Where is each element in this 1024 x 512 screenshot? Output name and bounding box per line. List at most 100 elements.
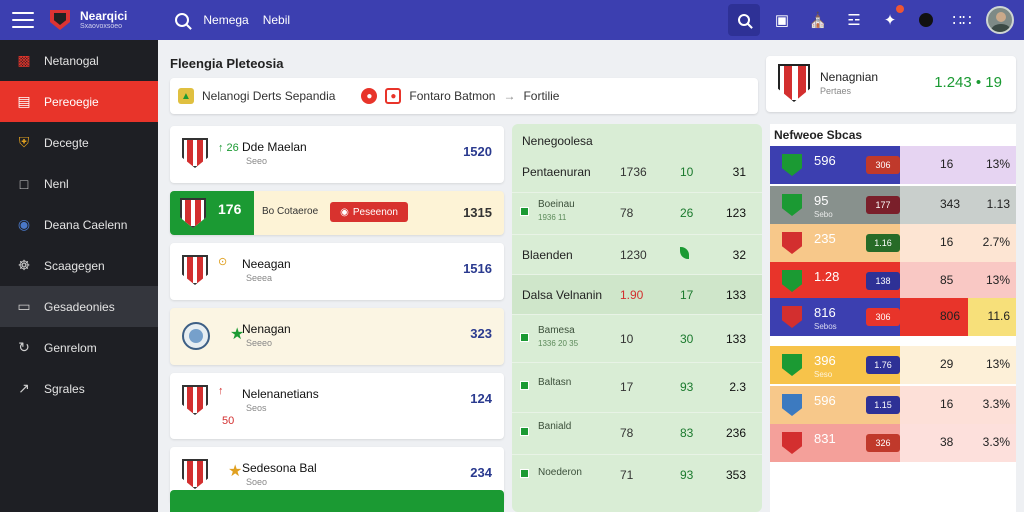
featured-team-sub: Pertaes [820, 86, 852, 96]
match-row-3[interactable]: ⊙ Neeagan Seeea 1516 [170, 243, 504, 300]
shield-icon: ● [385, 88, 402, 104]
stats-row-8[interactable]: Noederon 71 93 353 [512, 454, 762, 494]
profile-circle-button[interactable] [908, 0, 944, 40]
stats-c2: 93 [680, 468, 694, 482]
match-row-5[interactable]: ↑ 50 Nelenanetians Seos 124 [170, 373, 504, 439]
match-row-live[interactable]: 176 Bo Cotaeroe ◉ Peseenon 1315 [170, 191, 504, 235]
sidebar: ▩ Netanogal ▤ Pereoegie ⛨ Decegte □ Nenl ◉ De… [0, 40, 158, 512]
main-content: Fleengia Pleteosia ▲ Nelanogi Derts Sepa… [158, 40, 1024, 512]
sidebar-item-label: Netanogal [44, 53, 99, 68]
sidebar-item-7[interactable]: ▭ Gesadeonies [0, 286, 158, 327]
standings-n2: 11.6 [987, 309, 1010, 323]
filter-item-2[interactable]: Fontaro Batmon [409, 89, 496, 103]
standings-n2: 2.7% [982, 235, 1010, 249]
arrow-icon: → [503, 89, 516, 103]
sidebar-item-5[interactable]: ◉ Deana Caelenn [0, 204, 158, 245]
bar-chart-icon: ▤ [17, 93, 31, 109]
standings-n1: 16 [940, 397, 954, 411]
bell-icon: ✦ [884, 5, 905, 29]
team-sub: Seeea [246, 273, 273, 283]
team-name: Nenagan [242, 322, 291, 336]
standings-row[interactable]: 1.28 138 85 13% [770, 262, 1016, 300]
stats-row-6[interactable]: Baltasn 17 93 2.3 [512, 362, 762, 412]
filter-item-1[interactable]: Nelanogi Derts Sepandia [202, 89, 336, 103]
stats-row-7[interactable]: Baniald 78 83 236 [512, 412, 762, 454]
check-icon [520, 381, 529, 390]
gift-button[interactable]: ☲ [836, 0, 872, 40]
standings-n1: 38 [940, 435, 954, 449]
match-mini: ↑ 26 [218, 142, 239, 154]
sidebar-item-label: Sgrales [44, 381, 85, 396]
team-sub: Seeeo [246, 338, 273, 348]
featured-team-card[interactable]: Nenagnian Pertaes 1.243 • 19 [766, 56, 1016, 112]
team-shield-icon [778, 64, 810, 102]
stats-row-5[interactable]: Bamesa 1336 20 35 10 30 133 [512, 314, 762, 362]
top-link-1[interactable]: Nemega [203, 13, 249, 27]
sidebar-item-4[interactable]: □ Nenl [0, 163, 158, 204]
standings-n1: 343 [940, 197, 961, 211]
brand-logo[interactable] [48, 8, 74, 32]
search-icon[interactable] [175, 13, 190, 27]
stats-label: Blaenden [522, 248, 573, 262]
sidebar-item-6[interactable]: ☸ Scaagegen [0, 245, 158, 286]
stats-c2: 83 [680, 426, 694, 440]
apps-button[interactable]: ∷∷ [944, 0, 980, 40]
standings-value: 235 [814, 231, 836, 246]
standings-row[interactable]: 95 Sebo 177 343 1.13 [770, 186, 1016, 224]
stats-label: Bamesa [538, 325, 575, 336]
stats-c1: 1230 [620, 248, 647, 262]
sidebar-item-3[interactable]: ⛨ Decegte [0, 122, 158, 163]
stats-c1: 78 [620, 206, 634, 220]
standings-row[interactable]: 596 306 16 13% [770, 146, 1016, 184]
search-button[interactable] [728, 4, 760, 36]
stats-title: Nenegoolesa [522, 134, 593, 148]
match-row-4[interactable]: ★ Nenagan Seeeo 323 [170, 308, 504, 365]
standings-row[interactable]: 831 326 38 3.3% [770, 424, 1016, 462]
match-row-next[interactable] [170, 490, 504, 512]
live-button[interactable]: ◉ Peseenon [330, 202, 408, 222]
standings-n1: 16 [940, 157, 954, 171]
star-icon: ★ [230, 326, 245, 343]
stats-c3: 2.3 [729, 380, 746, 394]
sidebar-item-1[interactable]: ▩ Netanogal [0, 40, 158, 81]
avatar[interactable] [986, 6, 1014, 34]
team-name: Dde Maelan [242, 140, 307, 154]
stats-row-3[interactable]: Blaenden 1230 32 [512, 234, 762, 274]
match-score: 1520 [463, 144, 492, 159]
filter-item-3[interactable]: Fortilie [523, 89, 560, 103]
stats-c3: 32 [732, 248, 746, 262]
stats-row-2[interactable]: Boeinau 1936 11 78 26 123 [512, 192, 762, 232]
stats-label: Boeinau [538, 199, 575, 210]
sidebar-item-label: Pereoegie [44, 94, 99, 109]
standings-row[interactable]: 596 1.15 16 3.3% [770, 386, 1016, 424]
match-list: ↑ 26 Dde Maelan Seeo 1520 176 Bo Cotaero… [170, 126, 504, 512]
bag-button[interactable]: ⛪ [800, 0, 836, 40]
menu-icon[interactable] [12, 12, 34, 28]
match-row-1[interactable]: ↑ 26 Dde Maelan Seeo 1520 [170, 126, 504, 183]
stats-row-4[interactable]: Dalsa Velnanin 1.90 17 133 [512, 274, 762, 314]
standings-panel: Nefweoe Sbcas 596 306 16 13% 95 Sebo 177 343 1.1… [770, 124, 1016, 512]
standings-pill: 306 [866, 156, 900, 174]
globe-icon: ◉ [17, 216, 31, 232]
sidebar-item-9[interactable]: ↗ Sgrales [0, 368, 158, 409]
standings-value: 816 [814, 305, 836, 320]
top-link-2[interactable]: Nebil [262, 13, 291, 27]
standings-value: 596 [814, 153, 836, 168]
team-sub: Seos [246, 403, 267, 413]
sidebar-item-8[interactable]: ↻ Genrelom [0, 327, 158, 368]
top-bar: Nearqici Sxaovoxsoeo Nemega Nebil ▣ ⛪ ☲ … [0, 0, 1024, 40]
stats-row-1[interactable]: Pentaenuran 1736 10 31 [512, 152, 762, 192]
standings-row[interactable]: 816 Sebos 306 806 11.6 [770, 298, 1016, 336]
stats-c2: 17 [680, 288, 694, 302]
gift-icon: ☲ [847, 12, 861, 29]
team-shield-icon [182, 255, 208, 285]
match-score: 1315 [463, 205, 492, 220]
standings-n2: 13% [985, 157, 1010, 171]
square-button[interactable]: ▣ [764, 0, 800, 40]
standings-row[interactable]: 396 Seso 1.76 29 13% [770, 346, 1016, 384]
stats-c2: 30 [680, 332, 694, 346]
sidebar-item-2[interactable]: ▤ Pereoegie [0, 81, 158, 122]
stats-c3: 133 [725, 288, 746, 302]
notification-button[interactable]: ✦ [872, 0, 908, 40]
standings-row[interactable]: 235 1.16 16 2.7% [770, 224, 1016, 262]
